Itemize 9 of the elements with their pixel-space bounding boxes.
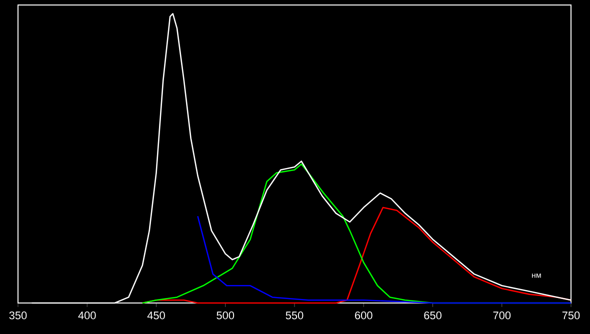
x-tick-label: 450	[147, 312, 165, 320]
x-tick-label: 500	[216, 312, 234, 320]
x-tick-label: 350	[9, 312, 27, 320]
x-tick-label: 600	[355, 312, 372, 320]
x-tick-label: 550	[286, 312, 304, 320]
x-tick-label: 700	[493, 312, 511, 320]
x-tick-label: 650	[424, 312, 442, 320]
x-tick-label: 400	[78, 312, 96, 320]
x-tick-label: 750	[562, 312, 580, 320]
